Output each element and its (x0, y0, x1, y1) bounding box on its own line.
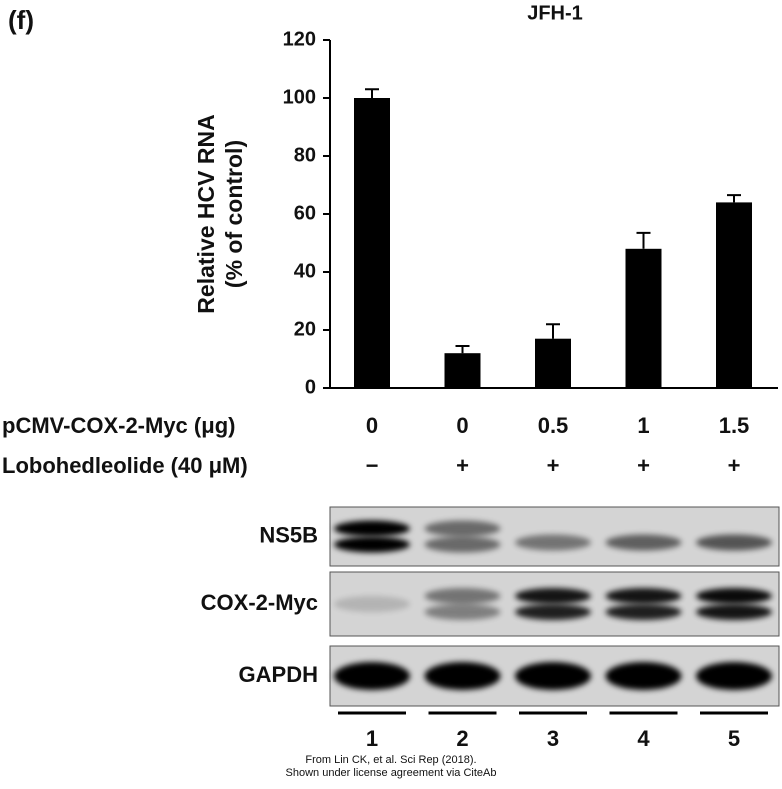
bar (625, 248, 662, 388)
y-label-line: Relative HCV RNA (193, 114, 219, 313)
blot-panel (329, 506, 780, 567)
treatment-value: 0 (456, 413, 468, 438)
error-bar (365, 88, 379, 98)
y-label-line: (% of control) (221, 140, 247, 288)
y-axis-label: Relative HCV RNA (% of control) (193, 114, 247, 313)
blot-band (696, 588, 772, 604)
chart-title: JFH-1 (527, 2, 583, 24)
y-tick-label: 100 (283, 86, 316, 108)
lane-label: 1 (366, 726, 378, 751)
blot-band (605, 588, 682, 604)
treatment-name: pCMV-COX-2-Myc (μg) (2, 413, 235, 438)
lane-label: 5 (728, 726, 740, 751)
blot-band (424, 520, 501, 537)
blot-band (605, 662, 682, 690)
treatment-value: 1.5 (719, 413, 750, 438)
blot-band (605, 534, 682, 551)
bar (354, 98, 390, 388)
blot-band (424, 588, 501, 604)
treatment-value: 1 (637, 413, 649, 438)
blot-band (334, 662, 410, 690)
bar (716, 202, 752, 388)
y-tick-label: 80 (294, 144, 316, 166)
treatment-value: + (728, 453, 741, 478)
blot-band (515, 534, 591, 551)
blot-label: NS5B (259, 522, 318, 547)
blot-label: COX-2-Myc (201, 590, 318, 615)
credit: From Lin CK, et al. Sci Rep (2018). (305, 754, 476, 766)
panel-label: (f) (8, 5, 34, 35)
treatment-value: + (456, 453, 469, 478)
blot-band (334, 520, 410, 537)
treatment-value: + (547, 453, 560, 478)
blot-band (424, 536, 501, 553)
treatment-value: 0 (366, 413, 378, 438)
y-tick-label: 60 (294, 202, 316, 224)
credit: Shown under license agreement via CiteAb (286, 767, 497, 779)
blot-band (334, 596, 410, 612)
bar (535, 338, 571, 388)
y-tick-label: 0 (305, 376, 316, 398)
blot-band (515, 662, 591, 690)
blot-band (696, 662, 772, 690)
treatment-value: 0.5 (538, 413, 569, 438)
error-bar (546, 323, 560, 339)
blot-band (696, 604, 772, 620)
y-tick-label: 40 (294, 260, 316, 282)
treatment-name: Lobohedleolide (40 μM) (2, 453, 248, 478)
lane-label: 3 (547, 726, 559, 751)
error-bar (636, 231, 651, 249)
blot-band (605, 604, 682, 620)
blot-band (696, 534, 772, 551)
error-bar (727, 194, 741, 203)
lane-label: 2 (456, 726, 468, 751)
treatment-value: − (366, 453, 379, 478)
y-tick-label: 20 (294, 318, 316, 340)
blot-band (424, 662, 501, 690)
blot-band (334, 536, 410, 553)
blot-band (515, 588, 591, 604)
error-bar (455, 344, 470, 354)
treatment-value: + (637, 453, 650, 478)
y-tick-label: 120 (283, 28, 316, 50)
blot-label: GAPDH (239, 662, 318, 687)
lane-label: 4 (637, 726, 650, 751)
blot-band (515, 604, 591, 620)
bar (444, 353, 481, 388)
blot-band (424, 604, 501, 620)
